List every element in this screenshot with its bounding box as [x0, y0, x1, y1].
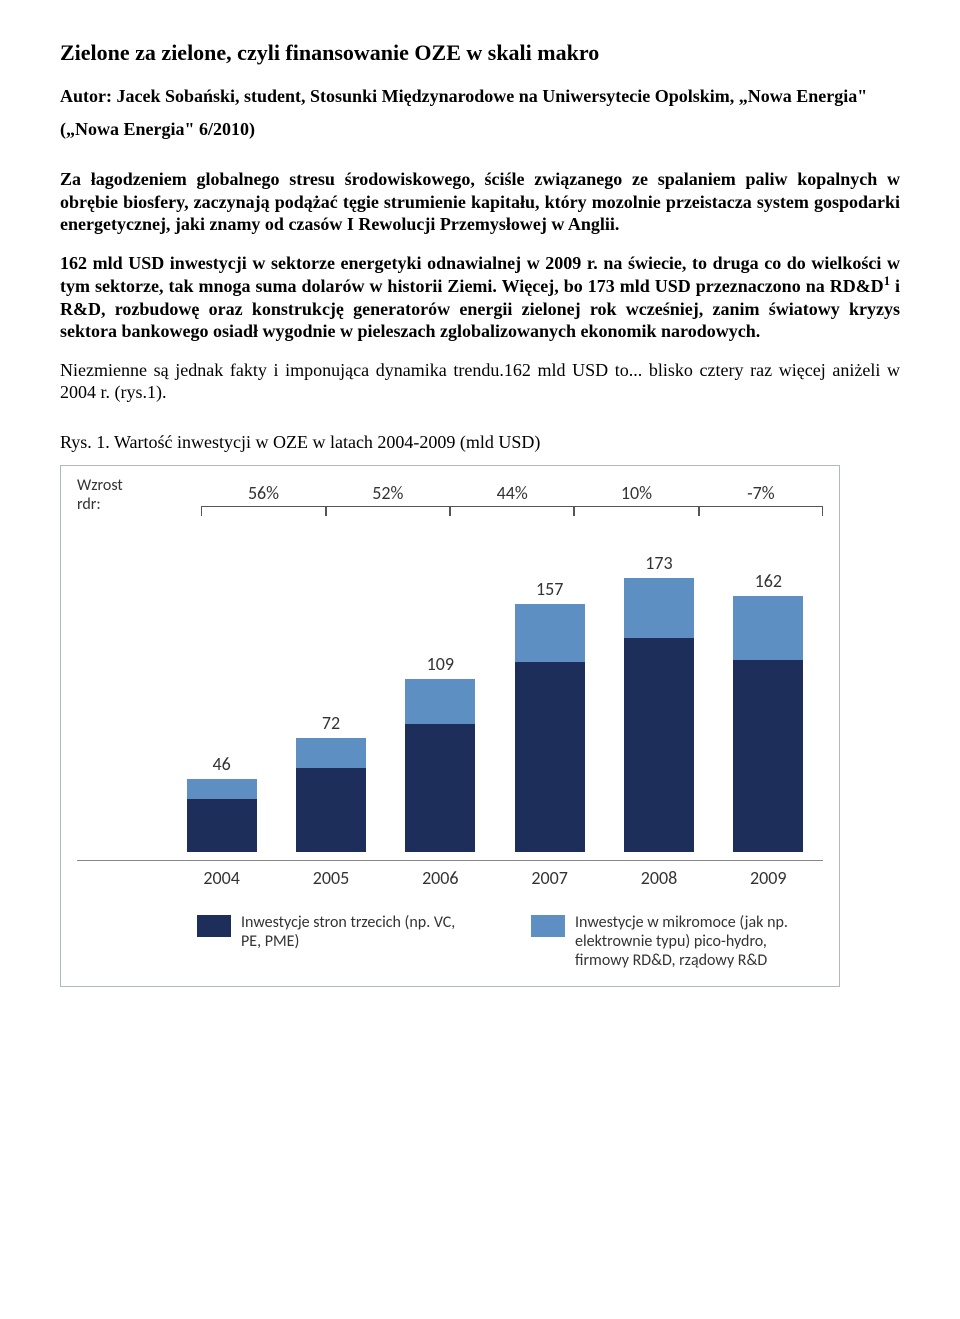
figure-caption: Rys. 1. Wartość inwestycji w OZE w latac…	[60, 432, 900, 453]
legend-swatch-2	[531, 915, 565, 937]
bar-segment-top	[187, 779, 257, 800]
bar-segment-bottom	[187, 799, 257, 851]
bar-total-label: 162	[755, 570, 782, 592]
bar	[187, 779, 257, 852]
legend-text-1: Inwestycje stron trzecich (np. VC, PE, P…	[241, 913, 471, 951]
bar-total-label: 157	[536, 578, 563, 600]
growth-bracket	[699, 506, 823, 516]
bar-segment-top	[296, 738, 366, 768]
growth-cell: -7%	[699, 482, 823, 516]
x-axis-label: 2005	[276, 867, 385, 889]
x-axis-label: 2006	[386, 867, 495, 889]
growth-row: Wzrost rdr: 56% 52% 44% 10% -7%	[77, 476, 823, 516]
growth-bracket	[574, 506, 698, 516]
paragraph-2: 162 mld USD inwestycji w sektorze energe…	[60, 252, 900, 343]
bar-column: 109	[386, 653, 495, 851]
bar-segment-bottom	[515, 662, 585, 851]
article-title: Zielone za zielone, czyli finansowanie O…	[60, 40, 900, 66]
bar-segment-bottom	[296, 768, 366, 852]
x-axis-label: 2007	[495, 867, 604, 889]
source-line: („Nowa Energia" 6/2010)	[60, 119, 900, 140]
x-axis-label: 2008	[604, 867, 713, 889]
chart-container: Wzrost rdr: 56% 52% 44% 10% -7% 46 72 109 157 17…	[60, 465, 840, 988]
bar	[624, 578, 694, 851]
bar-total-label: 72	[322, 712, 340, 734]
x-axis-label: 2004	[167, 867, 276, 889]
x-axis: 200420052006200720082009	[167, 867, 823, 889]
growth-cell: 52%	[326, 482, 450, 516]
bar-column: 72	[276, 712, 385, 852]
bar	[733, 596, 803, 852]
bar-segment-top	[733, 596, 803, 661]
bar	[515, 604, 585, 852]
bar-column: 162	[714, 570, 823, 852]
legend-text-2: Inwestycje w mikromoce (jak np. elektrow…	[575, 913, 805, 971]
growth-cell: 56%	[201, 482, 325, 516]
growth-value: 44%	[497, 482, 528, 504]
bar	[296, 738, 366, 852]
growth-value: 52%	[372, 482, 403, 504]
bar-column: 173	[604, 552, 713, 851]
bar-segment-top	[624, 578, 694, 638]
growth-bracket	[201, 506, 325, 516]
bar	[405, 679, 475, 851]
bar-total-label: 46	[213, 753, 231, 775]
growth-bracket	[450, 506, 574, 516]
paragraph-1: Za łagodzeniem globalnego stresu środowi…	[60, 168, 900, 236]
legend-swatch-1	[197, 915, 231, 937]
paragraph-3: Niezmienne są jednak fakty i imponująca …	[60, 359, 900, 404]
growth-value: 56%	[248, 482, 279, 504]
x-axis-label: 2009	[714, 867, 823, 889]
growth-cell: 44%	[450, 482, 574, 516]
bar-total-label: 109	[427, 653, 454, 675]
bar-segment-bottom	[733, 660, 803, 851]
growth-label: Wzrost rdr:	[77, 476, 139, 516]
bar-segment-top	[405, 679, 475, 723]
paragraph-2a: 162 mld USD inwestycji w sektorze energe…	[60, 253, 900, 297]
growth-cell: 10%	[574, 482, 698, 516]
growth-value: -7%	[747, 482, 775, 504]
bar-segment-bottom	[624, 638, 694, 851]
bar-segment-top	[515, 604, 585, 662]
bar-total-label: 173	[645, 552, 672, 574]
bar-column: 46	[167, 753, 276, 852]
legend-item-1: Inwestycje stron trzecich (np. VC, PE, P…	[197, 913, 471, 951]
author-line: Autor: Jacek Sobański, student, Stosunki…	[60, 86, 900, 107]
growth-bracket	[326, 506, 450, 516]
legend-item-2: Inwestycje w mikromoce (jak np. elektrow…	[531, 913, 805, 971]
bar-column: 157	[495, 578, 604, 852]
bars-row: 46 72 109 157 173 162	[167, 522, 823, 852]
chart-legend: Inwestycje stron trzecich (np. VC, PE, P…	[77, 913, 823, 971]
bar-segment-bottom	[405, 724, 475, 852]
growth-value: 10%	[621, 482, 652, 504]
